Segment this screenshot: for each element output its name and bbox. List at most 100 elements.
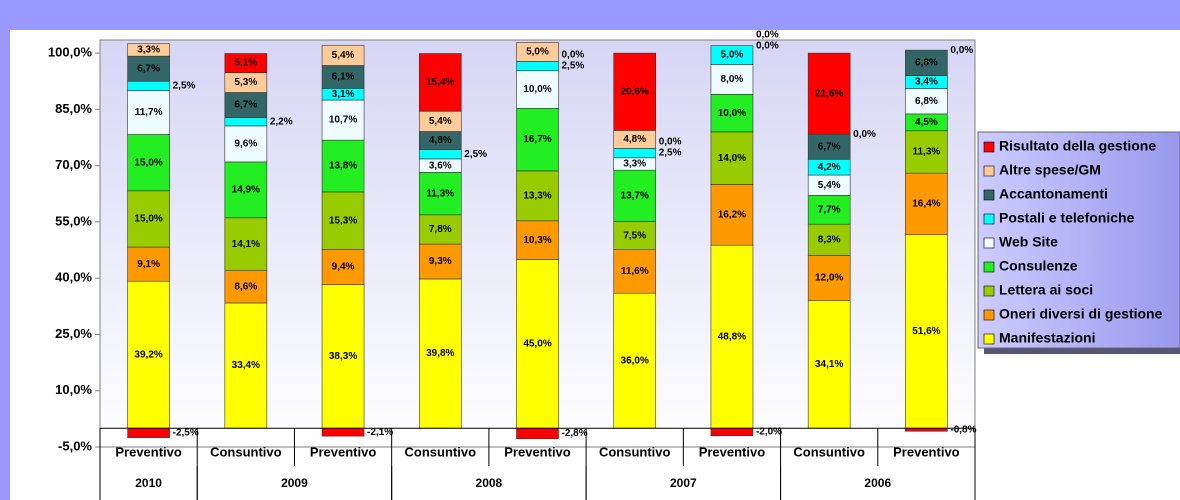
bar-segment [127, 43, 170, 57]
value-label: 0,0% [853, 129, 876, 140]
bar-segment [807, 255, 851, 301]
value-label: 6,8% [915, 96, 938, 107]
value-label: 5,4% [818, 180, 841, 191]
value-label: 4,2% [818, 162, 841, 173]
bar-segment [516, 170, 559, 222]
bar-segment [321, 99, 365, 141]
bar-segment [613, 221, 657, 250]
bar-segment [321, 191, 365, 250]
bar-segment [321, 249, 365, 285]
x-tick-label: Preventivo [699, 444, 766, 459]
y-tick-label: -5,0% [58, 438, 92, 453]
value-label: 0,0% [756, 40, 779, 51]
value-label: -0,8% [950, 424, 976, 435]
bar-segment [613, 249, 657, 294]
bar-segment [807, 300, 851, 429]
value-label: 3,3% [137, 45, 160, 56]
bar-segment [710, 45, 754, 65]
y-tick-label: 100,0% [48, 45, 93, 60]
value-label: 16,2% [718, 209, 746, 220]
value-label: 11,3% [912, 147, 940, 158]
value-label: 5,0% [721, 50, 744, 61]
value-label: 9,3% [429, 256, 452, 267]
value-label: 5,0% [526, 47, 549, 58]
bar-segment [807, 194, 851, 225]
x-tick-label: Consuntivo [405, 444, 477, 459]
bar-segment [516, 42, 559, 62]
value-label: 5,4% [332, 50, 355, 61]
legend-swatch [983, 261, 995, 273]
bar-segment [127, 280, 170, 429]
legend-label: Risultato della gestione [999, 138, 1156, 154]
value-label: 36,0% [621, 355, 649, 366]
value-label: 20,6% [621, 86, 649, 97]
value-label: 21,6% [815, 88, 843, 99]
value-label: 3,3% [623, 159, 646, 170]
bar-segment [807, 223, 851, 256]
value-label: 15,0% [134, 214, 162, 225]
bar-segment [516, 107, 559, 172]
value-label: 2,5% [659, 148, 682, 159]
bar-segment [127, 55, 170, 82]
legend [977, 131, 1180, 349]
value-label: 14,0% [718, 153, 746, 164]
value-label: 8,0% [721, 74, 744, 85]
value-label: 48,8% [718, 331, 746, 342]
group-label: 2006 [864, 476, 891, 490]
value-label: -2,8% [562, 428, 588, 439]
value-label: 0,0% [562, 50, 585, 61]
value-label: 13,8% [329, 161, 357, 172]
value-label: 39,8% [426, 348, 454, 359]
value-label: 2,2% [270, 116, 293, 127]
bar-segment [516, 70, 559, 109]
value-label: -2,1% [367, 427, 393, 438]
value-label: 4,8% [429, 135, 452, 146]
bar-segment [613, 148, 657, 159]
value-label: 3,1% [332, 89, 355, 100]
bar-segment [710, 427, 754, 437]
value-label: 3,4% [915, 77, 938, 88]
bar-segment [418, 278, 462, 429]
value-label: 7,8% [429, 224, 452, 235]
value-label: 16,7% [523, 134, 551, 145]
value-label: 10,0% [718, 108, 746, 119]
x-tick-label: Preventivo [893, 444, 960, 459]
bar-segment [224, 53, 268, 73]
value-label: 15,4% [426, 77, 454, 88]
value-label: 7,5% [623, 230, 646, 241]
bar-segment [224, 302, 268, 429]
bar-segment [224, 125, 268, 163]
value-label: 0,0% [950, 45, 973, 56]
bar-segment [418, 53, 462, 112]
value-label: 12,0% [815, 272, 843, 283]
value-label: 6,8% [915, 58, 938, 69]
value-label: -2,0% [756, 427, 782, 438]
bar-segment [418, 214, 462, 245]
value-label: 7,7% [818, 204, 841, 215]
value-label: 2,5% [173, 81, 196, 92]
value-label: 9,4% [332, 262, 355, 273]
bar-segment [127, 90, 170, 135]
bar-segment [224, 270, 268, 304]
value-label: 10,7% [329, 115, 357, 126]
legend-swatch [983, 309, 995, 321]
bar-segment [516, 61, 559, 72]
x-tick-label: Consuntivo [599, 444, 671, 459]
y-tick-label: 25,0% [55, 326, 92, 341]
bar-segment [516, 427, 559, 440]
value-label: 2,5% [562, 61, 585, 72]
value-label: 15,3% [329, 215, 357, 226]
bar-segment [127, 427, 170, 438]
y-tick-label: 10,0% [55, 382, 92, 397]
value-label: 6,7% [818, 141, 841, 152]
value-label: 38,3% [329, 351, 357, 362]
y-tick-label: 85,0% [55, 101, 92, 116]
value-label: 5,3% [234, 77, 257, 88]
bar-segment [516, 259, 559, 429]
x-tick-label: Preventivo [310, 444, 377, 459]
legend-swatch [983, 333, 995, 345]
legend-swatch [983, 237, 995, 249]
value-label: 4,8% [623, 134, 646, 145]
value-label: 4,5% [915, 117, 938, 128]
